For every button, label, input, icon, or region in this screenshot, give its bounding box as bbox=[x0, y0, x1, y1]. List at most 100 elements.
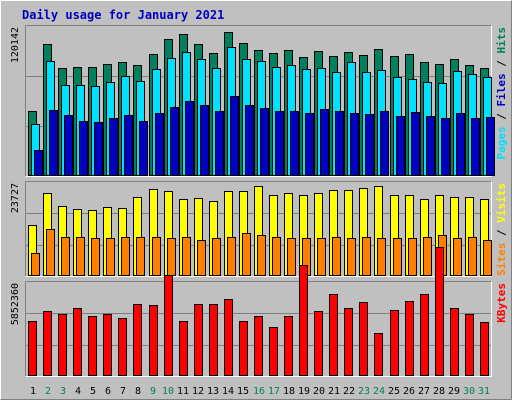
bar-sites bbox=[287, 238, 296, 276]
series-kbytes bbox=[28, 247, 489, 376]
bar-kbytes bbox=[239, 321, 248, 376]
bar-kbytes bbox=[28, 321, 37, 376]
bar-kbytes bbox=[149, 305, 158, 376]
bar-kbytes bbox=[374, 333, 383, 376]
bar-sites bbox=[408, 238, 417, 276]
day-label: 23 bbox=[358, 386, 370, 397]
panel-max-label: 23727 bbox=[10, 183, 21, 213]
day-label: 4 bbox=[75, 386, 81, 397]
bar-sites bbox=[46, 229, 55, 276]
legend-entry: Hits bbox=[495, 27, 508, 54]
bar-pages bbox=[380, 111, 389, 176]
day-label: 9 bbox=[150, 386, 156, 397]
bar-pages bbox=[426, 116, 435, 176]
bar-sites bbox=[227, 237, 236, 276]
day-label: 21 bbox=[328, 386, 340, 397]
bar-kbytes bbox=[390, 310, 399, 376]
bar-kbytes bbox=[164, 275, 173, 376]
day-label: 1 bbox=[30, 386, 36, 397]
bar-sites bbox=[347, 238, 356, 276]
panel-top: 120142 Pages / Files / Hits bbox=[10, 25, 508, 177]
legend-entry: / bbox=[495, 223, 508, 243]
bar-kbytes bbox=[118, 318, 127, 376]
legend-entry: Sites bbox=[495, 243, 508, 276]
bar-sites bbox=[423, 237, 432, 276]
day-label: 7 bbox=[120, 386, 126, 397]
legend-entry: Pages bbox=[495, 126, 508, 159]
panel-middle: 23727 Sites / Visits bbox=[10, 181, 508, 277]
bar-sites bbox=[167, 238, 176, 276]
chart-title: Daily usage for January 2021 bbox=[22, 8, 224, 22]
day-label: 24 bbox=[373, 386, 385, 397]
panel-bottom: 5852360 KBytes bbox=[10, 247, 508, 377]
bar-sites bbox=[31, 253, 40, 276]
bar-sites bbox=[61, 237, 70, 276]
day-label: 5 bbox=[90, 386, 96, 397]
bar-sites bbox=[453, 238, 462, 276]
bar-kbytes bbox=[420, 294, 429, 376]
bar-sites bbox=[272, 237, 281, 276]
bar-kbytes bbox=[133, 304, 142, 376]
day-label: 20 bbox=[313, 386, 325, 397]
bar-kbytes bbox=[209, 304, 218, 376]
bar-kbytes bbox=[480, 322, 489, 376]
bar-kbytes bbox=[450, 308, 459, 376]
bar-pages bbox=[471, 118, 480, 176]
bar-pages bbox=[486, 117, 495, 176]
chart-panels: 120142 Pages / Files / Hits 23727 Sites / V… bbox=[10, 25, 508, 377]
panel-max-label: 5852360 bbox=[10, 283, 21, 325]
bar-sites bbox=[393, 238, 402, 276]
bar-sites bbox=[197, 240, 206, 276]
bar-kbytes bbox=[73, 308, 82, 376]
bar-pages bbox=[79, 121, 88, 176]
day-label: 11 bbox=[177, 386, 189, 397]
bar-pages bbox=[215, 111, 224, 176]
legend-entry: / bbox=[495, 107, 508, 127]
bar-pages bbox=[124, 115, 133, 176]
bar-sites bbox=[182, 237, 191, 276]
bar-pages bbox=[456, 113, 465, 176]
day-label: 2 bbox=[45, 386, 51, 397]
bar-pages bbox=[320, 109, 329, 176]
bar-pages bbox=[64, 115, 73, 176]
bar-sites bbox=[121, 237, 130, 276]
series-sites bbox=[31, 229, 492, 276]
bar-kbytes bbox=[194, 304, 203, 376]
bar-kbytes bbox=[314, 311, 323, 376]
series-pages bbox=[34, 96, 495, 176]
day-label: 14 bbox=[222, 386, 234, 397]
bar-kbytes bbox=[344, 308, 353, 376]
bar-sites bbox=[377, 238, 386, 276]
bar-kbytes bbox=[405, 301, 414, 376]
bar-pages bbox=[290, 111, 299, 176]
day-label: 18 bbox=[283, 386, 295, 397]
bar-pages bbox=[275, 111, 284, 176]
bar-kbytes bbox=[299, 265, 308, 376]
day-label: 8 bbox=[135, 386, 141, 397]
panel-legend: KBytes bbox=[495, 283, 508, 323]
bar-kbytes bbox=[224, 299, 233, 376]
panel-legend: Sites / Visits bbox=[495, 183, 508, 276]
day-label: 3 bbox=[60, 386, 66, 397]
day-label: 13 bbox=[207, 386, 219, 397]
bar-pages bbox=[170, 107, 179, 176]
bar-pages bbox=[260, 108, 269, 176]
day-label: 28 bbox=[433, 386, 445, 397]
bar-sites bbox=[257, 235, 266, 276]
bar-kbytes bbox=[465, 314, 474, 376]
bar-pages bbox=[49, 110, 58, 176]
bar-kbytes bbox=[329, 294, 338, 376]
legend-entry: / bbox=[495, 54, 508, 74]
bar-sites bbox=[152, 237, 161, 276]
bar-pages bbox=[34, 150, 43, 176]
bar-kbytes bbox=[103, 314, 112, 376]
day-label: 16 bbox=[253, 386, 265, 397]
day-label: 6 bbox=[105, 386, 111, 397]
bar-sites bbox=[76, 237, 85, 276]
day-label: 29 bbox=[448, 386, 460, 397]
bar-kbytes bbox=[254, 316, 263, 376]
bar-kbytes bbox=[269, 327, 278, 376]
bar-sites bbox=[136, 237, 145, 276]
bar-kbytes bbox=[88, 316, 97, 376]
